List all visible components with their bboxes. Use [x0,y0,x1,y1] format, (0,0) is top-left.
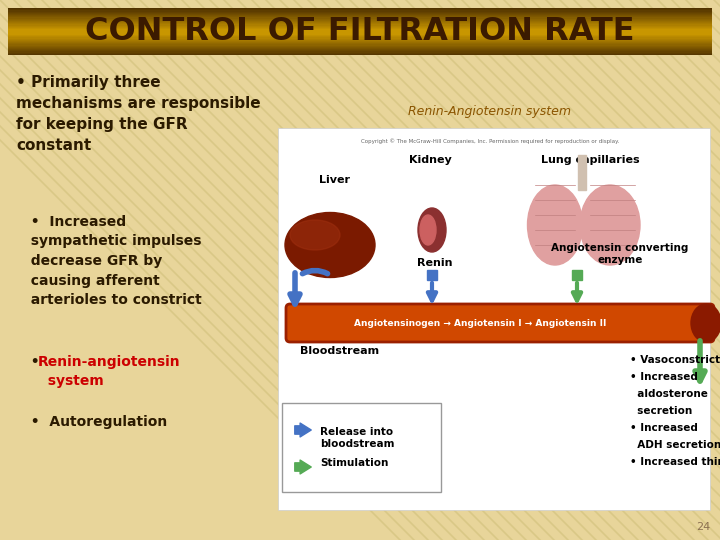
Bar [8,23,712,25]
Bar [8,48,712,50]
FancyArrowPatch shape [294,460,311,474]
Bar [8,21,712,23]
Text: Renin-angiotensin
  system: Renin-angiotensin system [38,355,181,388]
Text: Renin-Angiotensin system: Renin-Angiotensin system [408,105,572,118]
Bar [8,29,712,31]
Bar [8,18,712,20]
Bar [8,40,712,42]
Bar [8,51,712,53]
Text: Liver: Liver [320,175,351,185]
Bar [8,31,712,33]
Bar [427,270,437,280]
Text: Renin: Renin [418,258,453,268]
Bar [8,8,712,10]
Text: •  Autoregulation: • Autoregulation [21,415,167,429]
Bar [8,24,712,26]
Bar [8,20,712,22]
Ellipse shape [290,220,340,250]
FancyArrowPatch shape [290,273,300,304]
FancyBboxPatch shape [282,403,441,492]
Text: •  Increased
  sympathetic impulses
  decrease GFR by
  causing afferent
  arter: • Increased sympathetic impulses decreas… [21,215,202,307]
Bar [8,47,712,49]
Bar [8,54,712,56]
FancyBboxPatch shape [286,304,714,342]
Text: secretion: secretion [630,406,692,416]
Bar [8,33,712,35]
Text: • Vasoconstriction: • Vasoconstriction [630,355,720,365]
Bar [8,22,712,24]
Bar [8,36,712,38]
Bar [8,52,712,55]
Text: Angiotensin converting
enzyme: Angiotensin converting enzyme [552,242,689,265]
Bar [8,28,712,30]
Bar [8,13,712,15]
Bar [8,11,712,13]
Text: aldosterone: aldosterone [630,389,708,399]
FancyArrowPatch shape [302,271,328,274]
Bar [278,128,710,510]
Text: • Increased thirst: • Increased thirst [630,457,720,467]
Text: Angiotensinogen → Angiotensin I → Angiotensin II: Angiotensinogen → Angiotensin I → Angiot… [354,319,606,327]
Bar [8,30,712,32]
Ellipse shape [528,185,582,265]
Bar [8,16,712,18]
Text: ADH secretion: ADH secretion [630,440,720,450]
FancyArrowPatch shape [573,283,581,301]
Bar [8,25,712,28]
Bar [572,270,582,280]
Ellipse shape [691,304,720,342]
Bar [8,50,712,52]
Text: 24: 24 [696,522,710,532]
Ellipse shape [418,208,446,252]
Bar [8,49,712,51]
Bar [8,14,712,16]
FancyArrowPatch shape [294,423,311,437]
Bar [8,10,712,12]
Text: CONTROL OF FILTRATION RATE: CONTROL OF FILTRATION RATE [85,16,635,47]
Bar [8,34,712,36]
Text: Stimulation: Stimulation [320,458,388,468]
Ellipse shape [285,213,375,278]
Bar [8,27,712,29]
Bar [8,38,712,40]
Bar [8,35,712,37]
Bar [8,15,712,17]
Bar [8,9,712,11]
Text: • Increased: • Increased [630,423,698,433]
Text: • Primarily three
mechanisms are responsible
for keeping the GFR
constant: • Primarily three mechanisms are respons… [16,75,261,153]
Text: Lung capillaries: Lung capillaries [541,155,639,165]
Text: • Increased: • Increased [630,372,698,382]
Text: Release into
bloodstream: Release into bloodstream [320,427,395,449]
Text: Kidney: Kidney [409,155,451,165]
Bar [8,45,712,48]
Bar [8,17,712,19]
Ellipse shape [420,215,436,245]
FancyArrowPatch shape [695,341,705,381]
Bar [8,37,712,39]
Bar [8,43,712,45]
Bar [8,41,712,43]
FancyArrowPatch shape [428,283,436,301]
Bar [8,44,712,46]
Text: Bloodstream: Bloodstream [300,346,379,356]
Text: Copyright © The McGraw-Hill Companies, Inc. Permission required for reproduction: Copyright © The McGraw-Hill Companies, I… [361,138,619,144]
Bar [578,155,586,190]
Bar [8,42,712,44]
Text: •: • [21,355,45,369]
Ellipse shape [580,185,640,265]
